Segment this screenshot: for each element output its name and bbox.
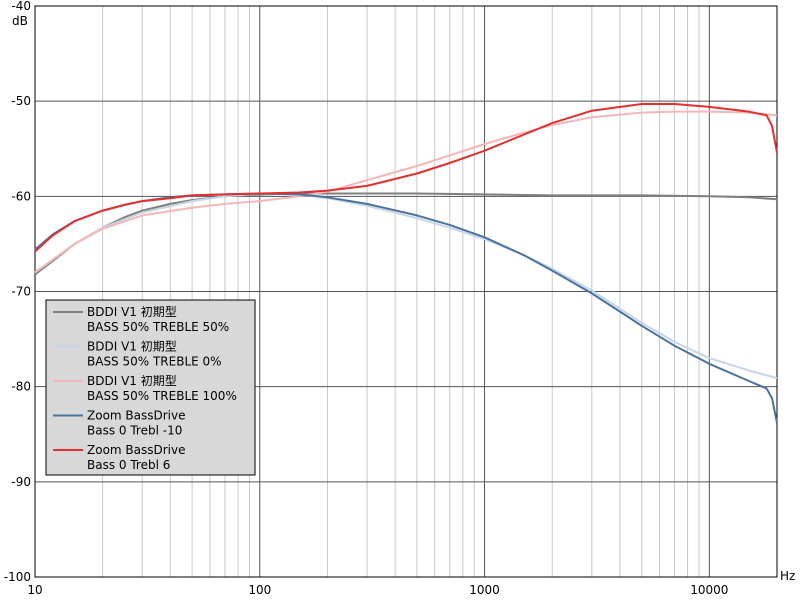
legend-label: Zoom BassDrive xyxy=(87,409,186,423)
series-line-1 xyxy=(34,192,778,276)
series-line-2 xyxy=(34,192,778,380)
y-tick-label: -50 xyxy=(11,94,31,108)
legend-label: BDDI V1 初期型 xyxy=(87,340,177,354)
x-tick-label: 1000 xyxy=(469,583,500,597)
legend-box xyxy=(45,299,256,476)
y-tick-label: -100 xyxy=(4,570,31,584)
grid-layer xyxy=(34,5,778,578)
legend-label: Zoom BassDrive xyxy=(87,443,186,457)
y-tick-label: -40 xyxy=(11,0,31,13)
legend-sublabel: Bass 0 Trebl 6 xyxy=(87,458,170,472)
x-unit-label: Hz xyxy=(780,569,795,583)
y-tick-label: -90 xyxy=(11,475,31,489)
x-tick-label: 10 xyxy=(27,583,42,597)
y-tick-label: -60 xyxy=(11,189,31,203)
plot-frame xyxy=(34,5,778,578)
legend-sublabel: BASS 50% TREBLE 0% xyxy=(87,355,222,369)
legend-label: BDDI V1 初期型 xyxy=(87,305,177,319)
legend-sublabel: Bass 0 Trebl -10 xyxy=(87,424,182,438)
y-tick-label: -70 xyxy=(11,285,31,299)
legend-label: BDDI V1 初期型 xyxy=(87,374,177,388)
series-line-3 xyxy=(34,110,778,274)
legend-sublabel: BASS 50% TREBLE 50% xyxy=(87,320,229,334)
legend-sublabel: BASS 50% TREBLE 100% xyxy=(87,389,237,403)
x-tick-label: 100 xyxy=(248,583,271,597)
y-tick-label: -80 xyxy=(11,380,31,394)
x-tick-label: 10000 xyxy=(690,583,728,597)
series-line-5 xyxy=(34,103,778,253)
series-layer xyxy=(34,103,778,423)
y-unit-label: dB xyxy=(12,14,28,28)
